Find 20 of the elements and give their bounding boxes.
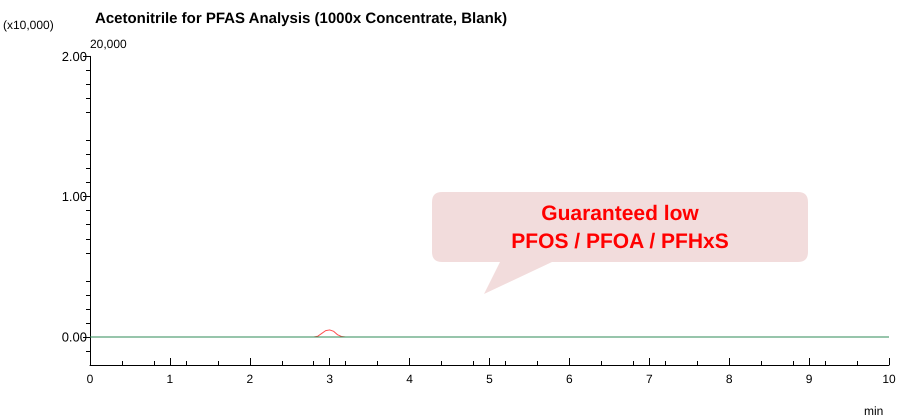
y-tick-label: 0.00 <box>62 329 87 344</box>
chart-title: Acetonitrile for PFAS Analysis (1000x Concentrate, Blank) <box>95 10 508 27</box>
y-tick-label: 2.00 <box>62 48 87 64</box>
x-tick-label: 8 <box>726 372 733 386</box>
line-series <box>313 329 346 338</box>
x-tick-label: 10 <box>882 372 896 386</box>
x-tick-label: 4 <box>406 372 414 386</box>
text: 20,000 <box>90 37 128 51</box>
x-tick-label: 1 <box>166 372 174 386</box>
y-axis-title: (x10,000) <box>3 18 54 32</box>
x-tick-label: 3 <box>326 372 334 386</box>
x-tick-label: 9 <box>806 372 813 386</box>
x-tick-label: 0 <box>86 372 94 386</box>
x-tick-label: 7 <box>646 372 653 386</box>
annotation: Guaranteed low PFOS / PFOA / PFHxS <box>510 201 730 255</box>
x-tick-label: 2 <box>246 372 254 386</box>
x-tick-label: 6 <box>566 372 574 386</box>
x-axis-title: min <box>864 404 884 417</box>
y-tick-label: 1.00 <box>62 189 87 204</box>
x-tick-label: 5 <box>486 372 494 386</box>
